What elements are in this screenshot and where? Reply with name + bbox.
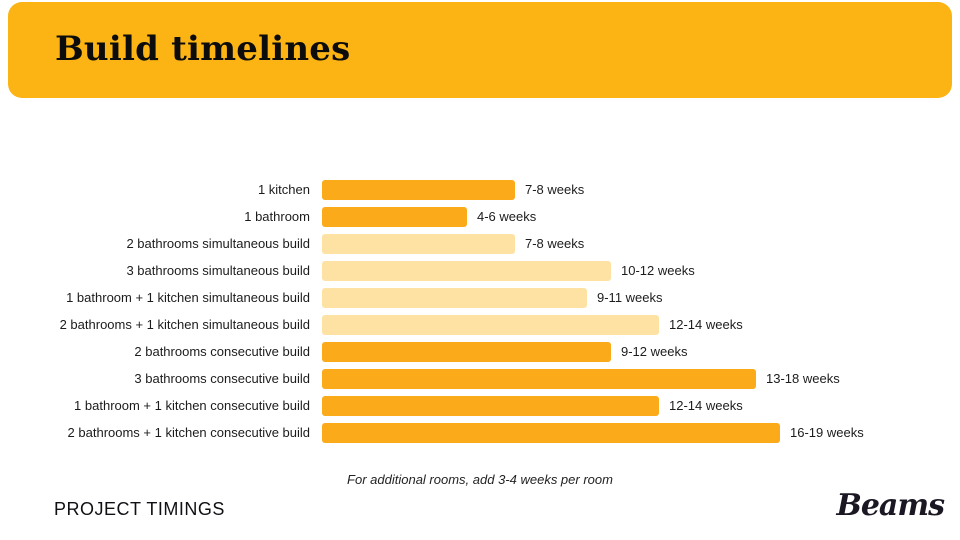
value-label: 7-8 weeks bbox=[525, 182, 585, 197]
value-label: 9-11 weeks bbox=[597, 290, 663, 305]
category-label: 2 bathrooms simultaneous build bbox=[126, 236, 310, 251]
category-label: 2 bathrooms + 1 kitchen simultaneous bui… bbox=[59, 317, 310, 332]
value-label: 9-12 weeks bbox=[621, 344, 688, 359]
category-label: 2 bathrooms consecutive build bbox=[134, 344, 310, 359]
chart-row: 2 bathrooms + 1 kitchen consecutive buil… bbox=[0, 419, 960, 446]
value-label: 4-6 weeks bbox=[477, 209, 537, 224]
category-label: 3 bathrooms simultaneous build bbox=[126, 263, 310, 278]
value-label: 12-14 weeks bbox=[669, 317, 743, 332]
chart-row: 1 kitchen 7-8 weeks bbox=[0, 176, 960, 203]
category-label: 2 bathrooms + 1 kitchen consecutive buil… bbox=[67, 425, 310, 440]
bar bbox=[322, 206, 467, 227]
category-label: 1 kitchen bbox=[257, 182, 310, 197]
value-label: 7-8 weeks bbox=[525, 236, 585, 251]
bar bbox=[322, 368, 756, 389]
value-label: 12-14 weeks bbox=[669, 398, 743, 413]
value-label: 10-12 weeks bbox=[621, 263, 695, 278]
chart-footnote: For additional rooms, add 3-4 weeks per … bbox=[347, 472, 613, 487]
page-title: Build timelines bbox=[55, 29, 351, 69]
bar bbox=[322, 395, 659, 416]
chart-row: 1 bathroom 4-6 weeks bbox=[0, 203, 960, 230]
chart-row: 1 bathroom + 1 kitchen simultaneous buil… bbox=[0, 284, 960, 311]
chart-row: 2 bathrooms consecutive build 9-12 weeks bbox=[0, 338, 960, 365]
category-label: 3 bathrooms consecutive build bbox=[134, 371, 310, 386]
bar bbox=[322, 422, 780, 443]
bar bbox=[322, 314, 659, 335]
chart-row: 3 bathrooms simultaneous build 10-12 week… bbox=[0, 257, 960, 284]
value-label: 16-19 weeks bbox=[790, 425, 864, 440]
chart-row: 2 bathrooms simultaneous build 7-8 weeks bbox=[0, 230, 960, 257]
bar-chart: 1 kitchen 7-8 weeks 1 bathroom 4-6 weeks 2 b… bbox=[0, 176, 960, 446]
chart-row: 2 bathrooms + 1 kitchen simultaneous bui… bbox=[0, 311, 960, 338]
project-timings-label: PROJECT TIMINGS bbox=[54, 499, 225, 519]
category-label: 1 bathroom + 1 kitchen consecutive build bbox=[74, 398, 310, 413]
category-label: 1 bathroom + 1 kitchen simultaneous buil… bbox=[66, 290, 310, 305]
bar bbox=[322, 260, 611, 281]
category-label: 1 bathroom bbox=[244, 209, 310, 224]
bar bbox=[322, 287, 587, 308]
value-label: 13-18 weeks bbox=[766, 371, 840, 386]
bar bbox=[322, 341, 611, 362]
bar bbox=[322, 179, 515, 200]
header-banner: Build timelines bbox=[8, 2, 952, 98]
chart-row: 3 bathrooms consecutive build 13-18 weeks bbox=[0, 365, 960, 392]
chart-row: 1 bathroom + 1 kitchen consecutive build… bbox=[0, 392, 960, 419]
beams-logo: Beams bbox=[836, 488, 945, 523]
bar bbox=[322, 233, 515, 254]
